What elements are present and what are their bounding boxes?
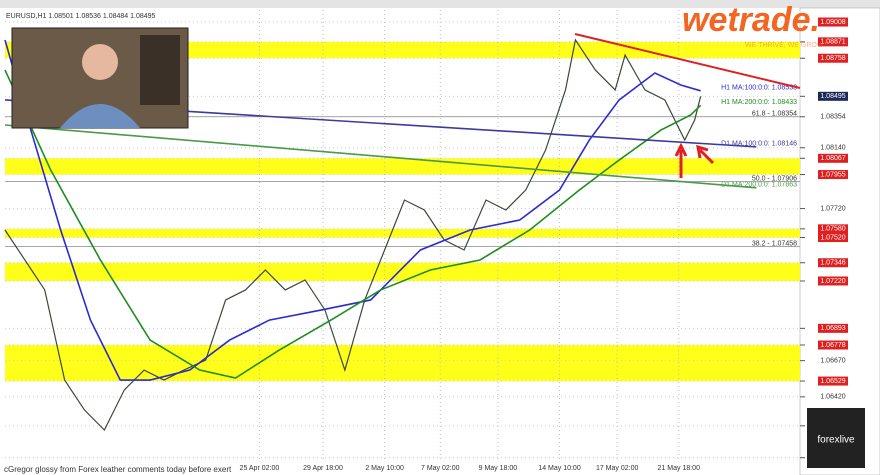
webcam-shelf <box>140 35 180 105</box>
y-tick-box <box>818 170 848 180</box>
y-tick-box <box>818 323 848 333</box>
y-tick-box <box>818 37 848 47</box>
y-tick-label: 1.07580 <box>820 226 845 233</box>
y-tick-box <box>818 233 848 243</box>
annotation: D1 MA:100:0:0: 1.08146 <box>721 141 797 148</box>
x-tick-label: 7 May 02:00 <box>421 465 460 472</box>
support-resistance-zone <box>5 158 800 175</box>
y-tick-label: 1.06893 <box>820 325 845 332</box>
y-tick-box <box>818 112 848 122</box>
y-tick-box <box>818 392 848 402</box>
zones-layer <box>5 10 800 460</box>
x-tick-label: 21 May 18:00 <box>658 465 701 472</box>
y-tick-box <box>818 204 848 214</box>
title-bar <box>0 0 880 8</box>
y-tick-label: 1.08871 <box>820 39 845 46</box>
y-tick-box <box>818 376 848 386</box>
brand-logo: wetrade. <box>682 1 820 39</box>
y-tick-box <box>818 17 848 27</box>
x-tick-label: 14 May 10:00 <box>538 465 581 472</box>
support-resistance-zone <box>5 345 800 382</box>
moving-average <box>4 69 702 379</box>
x-tick-label: 29 Apr 18:00 <box>303 465 343 472</box>
trendline <box>574 33 801 89</box>
watermark-box <box>807 408 865 468</box>
y-tick-box <box>818 143 848 153</box>
support-resistance-zone <box>5 41 800 59</box>
annotation: 50.0 - 1.07906 <box>752 175 797 182</box>
y-tick-label: 1.07520 <box>820 234 845 241</box>
y-tick-label: 1.08495 <box>820 93 845 100</box>
webcam-head <box>82 44 118 80</box>
y-tick-label: 1.07720 <box>820 205 845 212</box>
y-tick-box <box>818 53 848 63</box>
brand-tagline: WE THRIVE, WE GROW <box>745 42 824 49</box>
plot-layer: 25 Apr 02:00 29 Apr 18:00 2 May 10:00 7 May… <box>4 17 848 472</box>
annotation: H1 MA:200:0:0: 1.08433 <box>721 99 797 106</box>
moving-average <box>4 124 757 189</box>
annotation: 61.8 - 1.08354 <box>752 111 797 118</box>
y-tick-label: 1.06529 <box>820 378 845 385</box>
arrow <box>696 144 715 165</box>
support-resistance-zone <box>5 262 800 281</box>
watermark: forexlive <box>817 435 855 446</box>
x-tick-label: 9 May 18:00 <box>479 465 518 472</box>
x-tick-label: 17 May 02:00 <box>596 465 639 472</box>
support-resistance-zone <box>5 228 800 238</box>
price-line <box>4 38 702 432</box>
caption: cGregor glossy from Forex leather commen… <box>4 465 232 474</box>
arrow <box>674 142 688 178</box>
y-tick-label: 1.07220 <box>820 278 845 285</box>
y-tick-box <box>818 276 848 286</box>
y-tick-box <box>818 258 848 268</box>
y-tick-box <box>818 224 848 234</box>
chart-title: EURUSD,H1 1.08501 1.08536 1.08484 1.0849… <box>6 13 156 20</box>
y-tick-box <box>818 356 848 366</box>
y-tick-label: 1.08140 <box>820 145 845 152</box>
y-tick-box <box>818 91 848 101</box>
y-tick-label: 1.07955 <box>820 171 845 178</box>
y-tick-label: 1.08067 <box>820 155 845 162</box>
y-tick-label: 1.09008 <box>820 19 845 26</box>
y-tick-label: 1.06420 <box>820 394 845 401</box>
annotation: 38.2 - 1.07458 <box>752 240 797 247</box>
webcam <box>11 27 189 129</box>
y-tick-label: 1.06670 <box>820 357 845 364</box>
y-tick-label: 1.08758 <box>820 55 845 62</box>
moving-average <box>4 39 701 381</box>
y-tick-box <box>818 340 848 350</box>
y-tick-box <box>818 153 848 163</box>
y-tick-label: 1.06778 <box>820 342 845 349</box>
annotation: H1 MA:100:0:0: 1.08533 <box>721 85 797 92</box>
y-tick-label: 1.08354 <box>820 114 845 121</box>
x-tick-label: 25 Apr 02:00 <box>240 465 280 472</box>
x-tick-label: 2 May 10:00 <box>365 465 404 472</box>
y-tick-label: 1.07346 <box>820 260 845 267</box>
annotation: D1 MA:200:0:0: 1.07863 <box>721 182 797 189</box>
webcam-body <box>60 104 140 128</box>
